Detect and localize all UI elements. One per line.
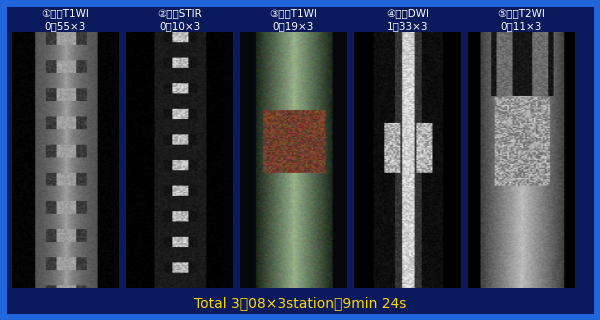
Text: 0：11×3: 0：11×3 xyxy=(501,21,542,31)
Text: 0：10×3: 0：10×3 xyxy=(159,21,200,31)
Text: ②脏椎STIR: ②脏椎STIR xyxy=(157,8,202,18)
Text: ③全身T1WI: ③全身T1WI xyxy=(269,8,317,18)
Text: 0：19×3: 0：19×3 xyxy=(273,21,314,31)
Bar xyxy=(468,32,575,288)
Bar xyxy=(240,32,347,288)
Bar xyxy=(12,32,119,288)
Text: 0：55×3: 0：55×3 xyxy=(45,21,86,31)
Bar xyxy=(354,32,461,288)
Text: ⑤全身T2WI: ⑤全身T2WI xyxy=(497,8,545,18)
Text: 1：33×3: 1：33×3 xyxy=(387,21,428,31)
Bar xyxy=(126,32,233,288)
Text: ①脏椎T1WI: ①脏椎T1WI xyxy=(41,8,89,18)
Text: Total 3：08×3station＝9min 24s: Total 3：08×3station＝9min 24s xyxy=(194,296,406,310)
Text: ④全身DWI: ④全身DWI xyxy=(386,8,429,18)
